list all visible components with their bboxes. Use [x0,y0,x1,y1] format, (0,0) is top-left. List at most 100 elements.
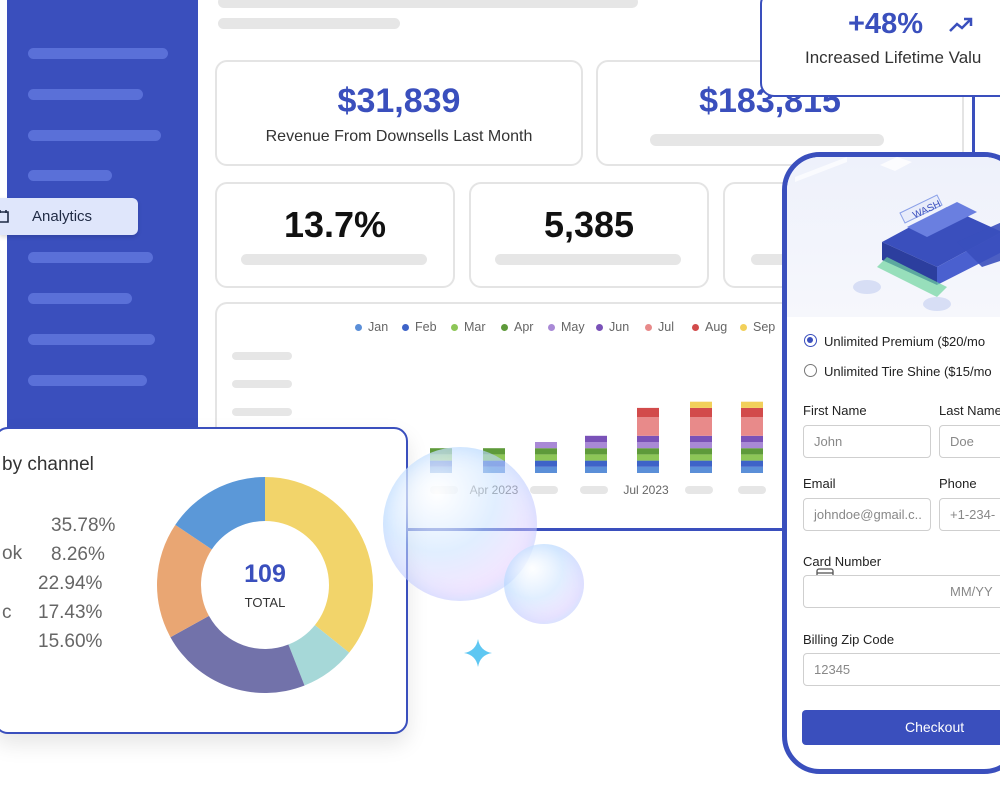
ltv-caption: Increased Lifetime Valu [805,48,982,67]
checkout-label: Checkout [905,719,965,735]
sidebar-item-analytics[interactable]: Analytics [0,198,138,235]
bar-segment [690,442,712,449]
sidebar-item-placeholder[interactable] [28,334,155,345]
sidebar-item-placeholder[interactable] [28,252,153,263]
bar-segment [535,442,557,449]
legend-swatch [451,323,458,331]
y-tick-placeholder [232,380,292,388]
bar-segment [741,407,763,418]
bar-segment [637,435,659,442]
plan-radio-premium[interactable] [804,334,817,347]
channel-percent: 17.43% [38,602,103,623]
card-number-label: Card Number [803,554,882,569]
bar-segment [483,448,505,455]
donut-slice [157,524,212,638]
bar-segment [741,435,763,442]
legend-label: May [561,320,585,334]
legend-label: Jul [658,320,674,334]
y-tick-placeholder [232,352,292,360]
sidebar-item-placeholder[interactable] [28,130,161,141]
legend-item: Jan [355,320,388,334]
legend-swatch [501,323,508,331]
bar-segment [585,435,607,442]
sidebar-item-placeholder[interactable] [28,375,147,386]
phone-input[interactable]: +1-234- [939,498,1000,531]
email-input[interactable]: johndoe@gmail.c.. [803,498,931,531]
bar-segment [637,442,659,449]
bar-segment [535,460,557,467]
sidebar-item-placeholder[interactable] [28,293,132,304]
bar-segment [690,401,712,408]
channel-percent: 8.26% [51,544,105,565]
last-name-input[interactable]: Doe [939,425,1000,458]
legend-item: Jul [645,320,674,334]
sidebar-item-label: Analytics [32,208,93,225]
plan-radio-tire-shine[interactable] [804,364,817,377]
last-name-label: Last Name [939,403,1000,418]
bar-segment [585,466,607,473]
caption-placeholder [650,134,884,146]
legend-label: Mar [464,320,486,334]
stat-value: 13.7% [283,204,387,245]
bar-segment [690,448,712,455]
stat-card: 13.7% [215,182,455,288]
analytics-icon [0,210,9,223]
legend-item: Apr [501,320,533,334]
sparkle-icon [464,639,492,667]
bar-segment [741,448,763,455]
sidebar-item-placeholder[interactable] [28,170,112,181]
legend-item: Aug [692,320,727,334]
stat-caption-placeholder [241,254,427,265]
legend-item: Jun [596,320,629,334]
revenue-value: $31,839 [337,82,461,120]
legend-swatch [645,323,652,331]
donut-slice [288,625,350,686]
legend-label: Feb [415,320,437,334]
checkout-button[interactable]: Checkout [802,710,1000,745]
channel-row-label: c [2,602,12,623]
bar-segment [535,454,557,461]
channel-title: by channel [2,454,94,475]
bar-segment [585,448,607,455]
channel-percent: 22.94% [38,573,103,594]
card-number-input[interactable]: MM/YY [803,575,1000,608]
first-name-input[interactable]: John [803,425,931,458]
phone-label: Phone [939,476,977,491]
first-name-label: First Name [803,403,867,418]
revenue-caption: Revenue From Downsells Last Month [265,128,533,145]
email-label: Email [803,476,836,491]
bar-segment [637,454,659,461]
bar-segment [741,466,763,473]
legend-label: Jan [368,320,389,334]
legend-label: Aug [705,320,728,334]
header-placeholder [218,0,638,8]
zip-input[interactable]: 12345 [803,653,1000,686]
channel-percent: 15.60% [38,631,103,652]
legend-swatch [740,323,747,331]
legend-item: Feb [402,320,437,334]
bar-segment [741,460,763,467]
donut-slice [265,477,373,653]
bar-segment [637,417,659,436]
channel-percent: 35.78% [51,515,116,536]
legend-item: Sep [740,320,775,334]
subheader-placeholder [218,18,400,29]
bar-segment [690,435,712,442]
card-expiry-placeholder: MM/YY [950,584,993,599]
bar-segment [690,460,712,467]
ltv-value: +48% [848,8,923,40]
stat-card: 5,385 [469,182,709,288]
carwash-illustration: WASH [787,157,1000,317]
trending-up-icon [949,17,973,32]
bar-segment [585,442,607,449]
bar-segment [741,454,763,461]
revenue-card: $31,839 Revenue From Downsells Last Mont… [215,60,583,166]
sidebar-item-placeholder[interactable] [28,89,143,100]
bar-segment [585,460,607,467]
zip-label: Billing Zip Code [803,632,895,647]
legend-item: May [548,320,585,334]
bar-segment [690,417,712,436]
mobile-checkout-phone: WASH Unlimited Premium ($20/mo Unlimited… [782,152,1000,774]
sidebar-item-placeholder[interactable] [28,48,168,59]
bar-segment [741,401,763,408]
